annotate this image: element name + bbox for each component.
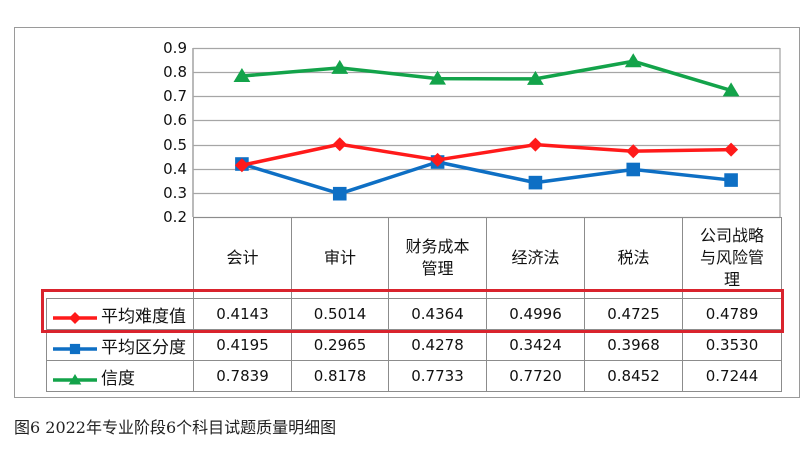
chart-frame — [14, 27, 800, 398]
legend-entry-reliability: 信度 — [46, 360, 194, 392]
table-cell: 0.5014 — [291, 298, 389, 330]
table-cell: 0.3968 — [584, 329, 683, 361]
y-axis-tick-label: 0.8 — [163, 62, 187, 81]
table-cell: 0.8178 — [291, 360, 389, 392]
y-axis-tick-label: 0.7 — [163, 86, 187, 105]
legend-entry-discrimination: 平均区分度 — [46, 329, 194, 361]
legend-entry-difficulty: 平均难度值 — [46, 298, 194, 330]
table-row-difficulty: 平均难度值 0.4143 0.5014 0.4364 0.4996 0.4725… — [46, 298, 782, 330]
y-axis-tick-label: 0.3 — [163, 183, 187, 202]
category-header: 会计 — [193, 217, 292, 299]
table-cell: 0.4364 — [388, 298, 487, 330]
table-cell: 0.8452 — [584, 360, 683, 392]
series-diamond-line — [234, 137, 739, 173]
blue-square-line-icon — [51, 341, 99, 355]
series-lines — [233, 53, 740, 201]
table-cell: 0.3424 — [486, 329, 585, 361]
table-cell: 0.7244 — [682, 360, 782, 392]
table-row-reliability: 信度 0.7839 0.8178 0.7733 0.7720 0.8452 0.… — [46, 360, 782, 392]
table-cell: 0.4278 — [388, 329, 487, 361]
red-diamond-line-icon — [51, 310, 99, 324]
table-cell: 0.3530 — [682, 329, 782, 361]
y-axis-tick-label: 0.4 — [163, 159, 187, 178]
table-cell: 0.4789 — [682, 298, 782, 330]
table-row-discrimination: 平均区分度 0.4195 0.2965 0.4278 0.3424 0.3968… — [46, 329, 782, 361]
table-cell: 0.7720 — [486, 360, 585, 392]
table-cell: 0.4143 — [193, 298, 292, 330]
table-cell: 0.4996 — [486, 298, 585, 330]
table-cell: 0.7839 — [193, 360, 292, 392]
category-header: 公司战略 与风险管理 — [682, 217, 782, 299]
y-axis-tick-label: 0.5 — [163, 135, 187, 154]
category-header: 审计 — [291, 217, 389, 299]
table-cell: 0.7733 — [388, 360, 487, 392]
y-axis-tick-label: 0.9 — [163, 38, 187, 57]
figure-caption: 图6 2022年专业阶段6个科目试题质量明细图 — [14, 418, 337, 437]
series-triangle-line — [233, 53, 740, 97]
data-table: 会计 审计 财务成本 管理 经济法 税法 公司战略 与风险管理 平均难度值 0.41… — [46, 217, 782, 392]
table-cell: 0.2965 — [291, 329, 389, 361]
category-header: 经济法 — [486, 217, 585, 299]
category-header-row: 会计 审计 财务成本 管理 经济法 税法 公司战略 与风险管理 — [46, 217, 782, 299]
table-cell: 0.4195 — [193, 329, 292, 361]
y-axis-tick-label: 0.6 — [163, 110, 187, 129]
category-header: 财务成本 管理 — [388, 217, 487, 299]
category-header: 税法 — [584, 217, 683, 299]
green-triangle-line-icon — [51, 372, 99, 386]
table-cell: 0.4725 — [584, 298, 683, 330]
